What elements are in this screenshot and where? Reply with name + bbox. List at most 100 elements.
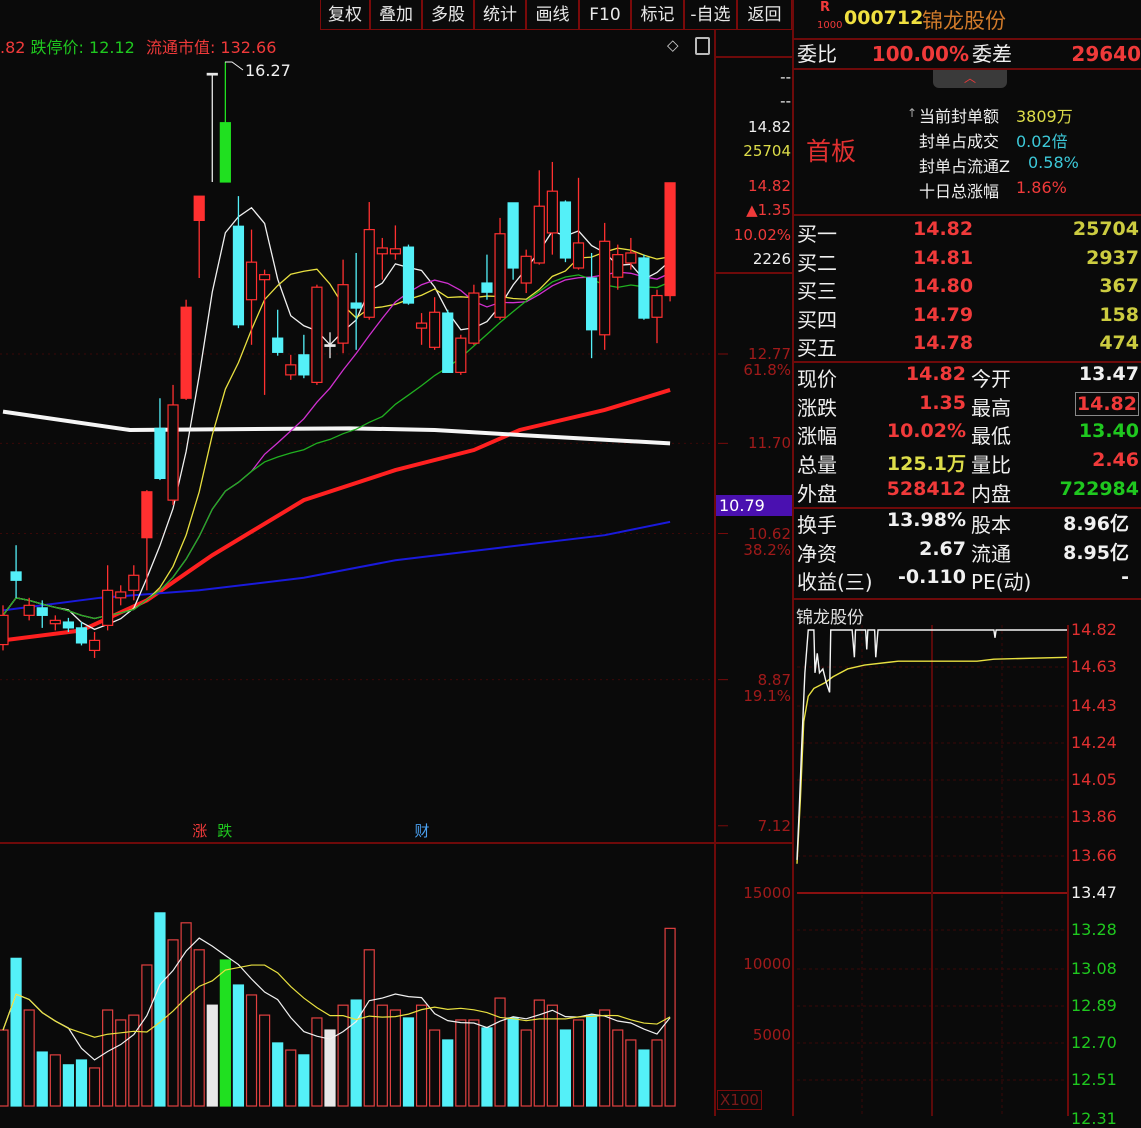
weicha-value: 29640 [1071, 42, 1141, 66]
candle-body [520, 255, 532, 284]
volume-pane-divider [0, 842, 794, 844]
volume-bar [494, 997, 506, 1107]
volume-bar [559, 1029, 572, 1107]
candle [442, 309, 454, 373]
board-stat-label: 封单占成交 [919, 132, 1000, 151]
candle [599, 222, 611, 350]
bid-volume: 474 [1099, 332, 1139, 354]
volume-bar [36, 1051, 48, 1107]
volume-bar [507, 1017, 519, 1107]
quote-value: 125.1万 [886, 453, 966, 476]
candle [324, 332, 336, 359]
quote-label: 涨跌 [797, 395, 837, 420]
board-stat-value: 1.86% [1016, 178, 1067, 197]
board-stat-value: 0.58% [1028, 153, 1079, 172]
weibi-label: 委比 [797, 42, 837, 66]
panel-toggle-icon[interactable] [695, 37, 710, 55]
candle-body [102, 589, 114, 626]
divider [794, 507, 1141, 509]
volume-bar [10, 957, 22, 1107]
candle-body [402, 246, 415, 304]
back-button[interactable]: 返回 [737, 0, 792, 30]
panel-divider [792, 0, 794, 1116]
diamond-icon[interactable]: ◇ [667, 36, 679, 54]
float-market-cap: 流通市值: 132.66 [145, 38, 277, 57]
candle-body [559, 201, 572, 259]
bid-level-label: 买一 [797, 222, 837, 246]
volume-bar [128, 1014, 140, 1107]
restore-rights-button[interactable]: 复权 [320, 0, 370, 30]
volume-bar [88, 1067, 101, 1107]
candle [180, 299, 192, 400]
candle [311, 284, 323, 385]
quote-label: 内盘 [971, 481, 1011, 506]
long-ma-line [2, 387, 671, 643]
quote-value: 14.82 [905, 363, 966, 385]
volume-bar [402, 1017, 415, 1107]
candle [154, 398, 166, 481]
fundamental-label: PE(动) [971, 570, 1032, 594]
candle-body [612, 254, 624, 278]
axis-info-item: 10.02% [733, 226, 791, 244]
candle [494, 217, 506, 320]
divider [794, 68, 1141, 70]
remove-watchlist-button[interactable]: -自选 [684, 0, 737, 30]
candle [415, 313, 428, 345]
candle [298, 334, 310, 379]
volume-bar [481, 1027, 493, 1107]
quote-value: 13.47 [1078, 363, 1139, 385]
divider [794, 214, 1141, 216]
candle-body [363, 228, 375, 318]
event-marker: 涨 [192, 822, 207, 840]
quote-label: 量比 [971, 453, 1011, 478]
volume-bar [141, 964, 153, 1107]
bid-price: 14.81 [913, 246, 974, 269]
volume-axis-label: 15000 [743, 884, 791, 902]
board-stat-label: 当前封单额 [919, 107, 1000, 126]
quote-value: 722984 [1059, 477, 1139, 500]
quote-label: 外盘 [797, 481, 837, 506]
fundamental-label: 流通 [971, 541, 1011, 566]
candle [141, 490, 153, 591]
candle [651, 289, 663, 344]
axis-info-item: 2226 [752, 250, 791, 268]
volume-bar [62, 1064, 75, 1107]
f10-button[interactable]: F10 [579, 0, 631, 30]
candle [75, 622, 88, 646]
candle [572, 177, 585, 270]
board-tag: 首板 [806, 137, 857, 166]
bid-volume: 25704 [1072, 218, 1139, 240]
collapse-toggle-icon[interactable]: ︿ [933, 70, 1007, 88]
candle-body [141, 491, 153, 539]
volume-ma5-line [2, 937, 671, 1061]
fundamental-value: 8.95亿 [1063, 541, 1129, 564]
candle-body [389, 248, 401, 255]
overlay-button[interactable]: 叠加 [370, 0, 422, 30]
candle [402, 244, 415, 305]
candle [481, 254, 493, 300]
fundamental-label: 股本 [971, 513, 1011, 537]
ma10-line [2, 247, 671, 620]
candle [468, 284, 480, 345]
volume-bar [23, 1009, 35, 1107]
volume-bar [337, 1004, 349, 1107]
candle-body [154, 427, 166, 480]
candle-body [36, 607, 48, 616]
quote-value: 528412 [886, 477, 966, 500]
price-axis-label: 7.12 [757, 816, 791, 835]
statistics-button[interactable]: 统计 [474, 0, 526, 30]
intraday-price-label: 13.47 [1071, 882, 1117, 902]
candle [62, 617, 75, 633]
volume-bar [429, 1029, 441, 1107]
volume-bar [651, 1039, 663, 1107]
candle [363, 202, 375, 320]
candle-body [128, 574, 140, 591]
volume-bar [546, 1004, 558, 1107]
mark-button[interactable]: 标记 [631, 0, 684, 30]
multi-stock-button[interactable]: 多股 [422, 0, 474, 30]
ma30-line [2, 274, 671, 620]
axis-info-item: 25704 [743, 142, 791, 160]
candle-body [638, 257, 650, 319]
draw-line-button[interactable]: 画线 [526, 0, 579, 30]
